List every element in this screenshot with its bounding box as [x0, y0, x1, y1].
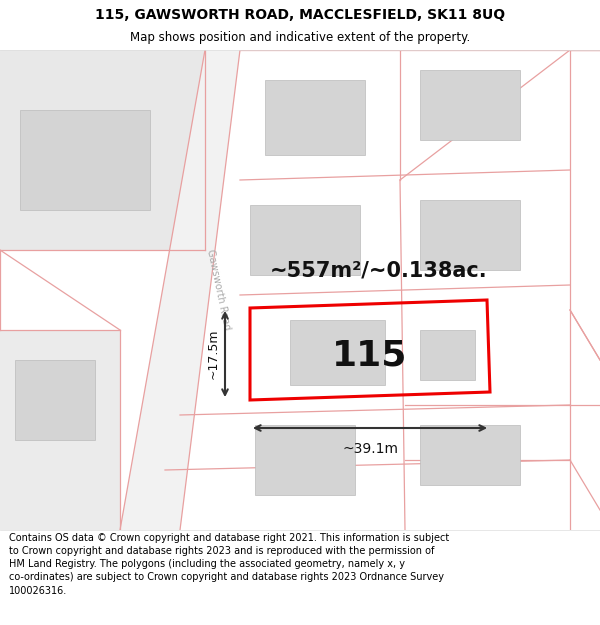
- Bar: [0, 330, 120, 530]
- Bar: [420, 425, 520, 485]
- Bar: [290, 320, 385, 385]
- Text: Contains OS data © Crown copyright and database right 2021. This information is : Contains OS data © Crown copyright and d…: [9, 533, 449, 596]
- Bar: [0, 50, 205, 250]
- Bar: [265, 80, 365, 155]
- Bar: [420, 200, 520, 270]
- Bar: [420, 330, 475, 380]
- Bar: [20, 110, 150, 210]
- Bar: [420, 70, 520, 140]
- Text: ~17.5m: ~17.5m: [207, 329, 220, 379]
- Text: 115, GAWSWORTH ROAD, MACCLESFIELD, SK11 8UQ: 115, GAWSWORTH ROAD, MACCLESFIELD, SK11 …: [95, 8, 505, 22]
- Polygon shape: [120, 50, 240, 530]
- Text: ~557m²/~0.138ac.: ~557m²/~0.138ac.: [270, 260, 488, 280]
- Bar: [255, 425, 355, 495]
- Bar: [15, 360, 95, 440]
- Text: Map shows position and indicative extent of the property.: Map shows position and indicative extent…: [130, 31, 470, 44]
- Text: ~39.1m: ~39.1m: [342, 442, 398, 456]
- Text: Gawsworth Road: Gawsworth Road: [205, 249, 232, 331]
- Bar: [250, 205, 360, 275]
- Text: 115: 115: [332, 338, 407, 372]
